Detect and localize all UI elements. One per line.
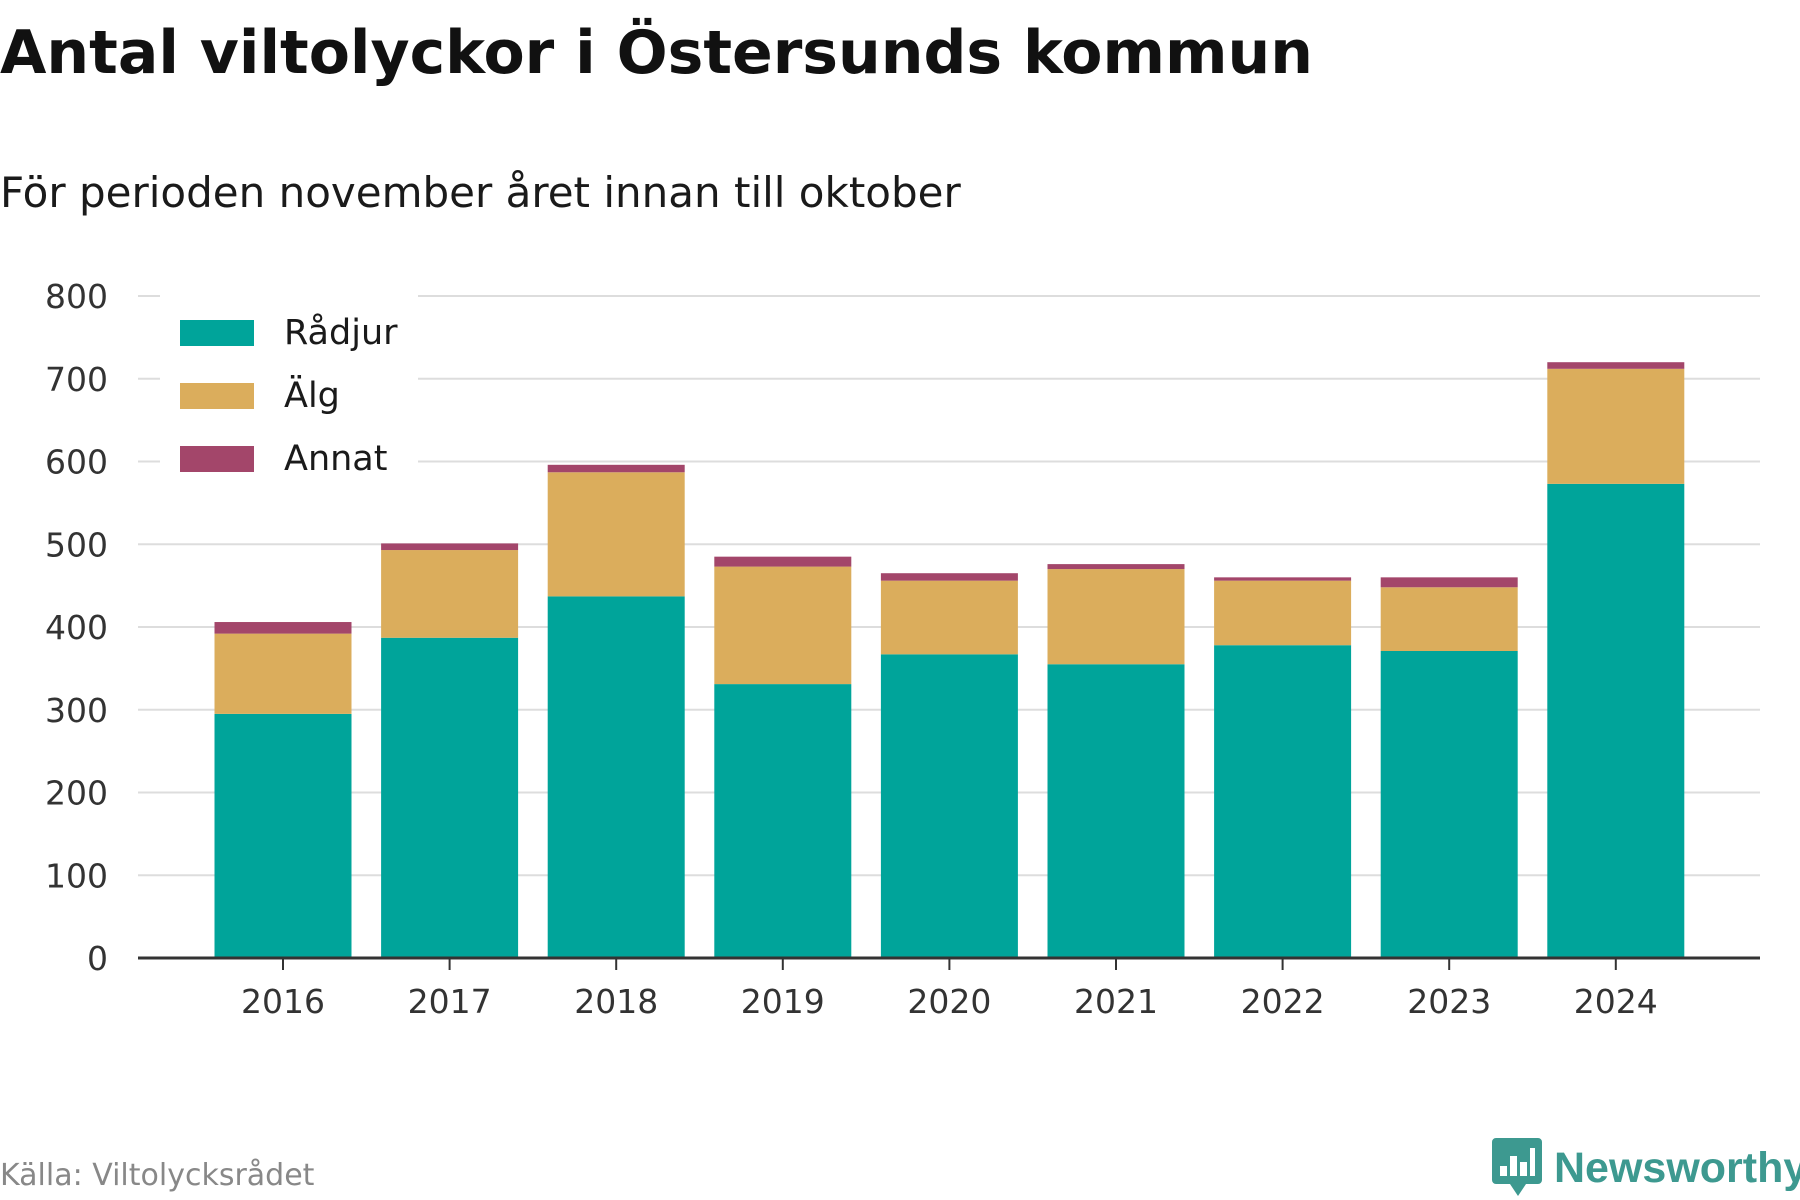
chart-title: Antal viltolyckor i Östersunds kommun	[0, 18, 1313, 88]
bar-segment	[1214, 580, 1352, 646]
bar-chart-icon	[1492, 1138, 1542, 1196]
bar-segment	[1380, 587, 1518, 651]
y-tick-label: 100	[45, 856, 108, 895]
bar-segment	[880, 573, 1018, 581]
x-tick-label: 2019	[741, 982, 825, 1021]
chart-subtitle: För perioden november året innan till ok…	[0, 168, 961, 217]
bar-segment	[714, 566, 852, 685]
y-tick-label: 0	[87, 939, 108, 978]
bar-segment	[1547, 362, 1685, 369]
source-note: Källa: Viltolycksrådet	[0, 1158, 315, 1193]
bar-segment	[1047, 564, 1185, 570]
bar-segment	[880, 580, 1018, 655]
brand-name: Newsworthy	[1554, 1143, 1800, 1192]
bar-segment	[1380, 650, 1518, 958]
axes: 0 100 200 300 400 500 600 700 800 2016 2017 2018 201…	[45, 277, 1760, 1021]
bar-segment	[547, 464, 685, 473]
bar-segment	[1214, 577, 1352, 581]
bar-segment	[1547, 368, 1685, 484]
bar-segment	[214, 633, 352, 714]
x-tick-label: 2024	[1574, 982, 1658, 1021]
y-tick-label: 400	[45, 608, 108, 647]
x-tick-label: 2021	[1074, 982, 1158, 1021]
legend-swatch	[180, 446, 254, 472]
bar-segment	[1047, 664, 1185, 958]
bar-segment	[381, 543, 519, 551]
y-tick-label: 300	[45, 691, 108, 730]
legend-swatch	[180, 383, 254, 409]
bar-segment	[381, 550, 519, 638]
x-tick-label: 2017	[408, 982, 492, 1021]
y-tick-label: 600	[45, 443, 108, 482]
bar-segment	[381, 637, 519, 958]
legend-label: Annat	[284, 439, 387, 479]
y-tick-label: 200	[45, 774, 108, 813]
legend: Rådjur Älg Annat	[160, 292, 418, 479]
y-tick-label: 800	[45, 277, 108, 316]
x-tick-label: 2023	[1407, 982, 1491, 1021]
bar-segment	[1047, 569, 1185, 665]
x-tick-label: 2016	[241, 982, 325, 1021]
bar-segment	[1547, 483, 1685, 958]
bars	[214, 362, 1685, 958]
bar-segment	[880, 654, 1018, 958]
bar-segment	[1380, 577, 1518, 588]
bar-segment	[214, 713, 352, 958]
bar-segment	[547, 596, 685, 958]
bar-segment	[714, 684, 852, 958]
x-tick-label: 2020	[907, 982, 991, 1021]
brand[interactable]: Newsworthy	[1492, 1138, 1800, 1198]
x-tick-label: 2018	[574, 982, 658, 1021]
y-tick-label: 700	[45, 360, 108, 399]
x-tick-label: 2022	[1241, 982, 1325, 1021]
legend-label: Rådjur	[284, 312, 398, 353]
legend-swatch	[180, 320, 254, 346]
bar-segment	[1214, 645, 1352, 958]
y-tick-label: 500	[45, 525, 108, 564]
bar-segment	[214, 622, 352, 634]
bar-segment	[547, 472, 685, 597]
legend-label: Älg	[284, 374, 340, 416]
bar-segment	[714, 556, 852, 567]
